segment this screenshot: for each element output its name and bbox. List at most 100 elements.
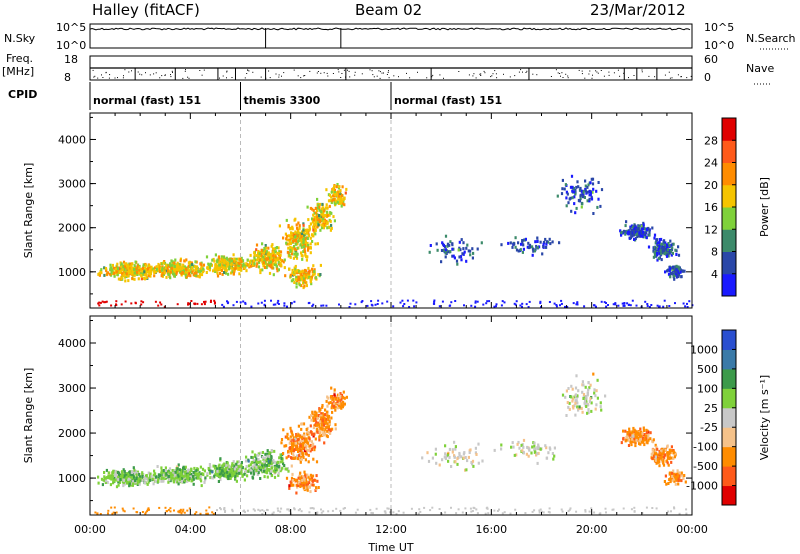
nave-point [323, 72, 325, 74]
echo-cell [295, 483, 298, 487]
echo-cell [130, 266, 133, 270]
nsearch-tick-bottom: 10^0 [704, 39, 734, 52]
nave-point [369, 69, 371, 71]
nave-point [468, 74, 470, 76]
echo-cell [434, 447, 437, 451]
echo-cell [230, 266, 233, 270]
echo-cell [278, 467, 281, 471]
ground-cell [288, 509, 291, 512]
echo-cell [218, 271, 222, 275]
nsky-tick-top: 10^5 [56, 21, 86, 34]
echo-cell [266, 475, 269, 479]
echo-cell [327, 199, 331, 203]
echo-cell [175, 268, 178, 271]
echo-cell [662, 463, 666, 467]
echo-cell [335, 185, 338, 189]
nave-point [373, 76, 375, 78]
echo-cell [274, 255, 277, 259]
echo-cell [155, 265, 158, 269]
echo-cell [166, 266, 169, 270]
echo-cell [153, 274, 156, 278]
ground-cell [160, 303, 163, 306]
ground-cell [194, 512, 197, 515]
ground-cell [212, 512, 215, 515]
echo-cell [303, 242, 306, 246]
echo-cell [217, 480, 220, 483]
nave-point [182, 77, 184, 79]
echo-cell [101, 483, 104, 487]
echo-cell [152, 482, 155, 486]
echo-cell [312, 234, 315, 238]
echo-cell [628, 427, 631, 431]
ground-cell [469, 507, 472, 510]
echo-cell [590, 195, 593, 199]
ground-cell [274, 303, 277, 306]
echo-cell [125, 474, 128, 478]
echo-cell [258, 258, 261, 262]
echo-cell [576, 401, 579, 405]
echo-cell [324, 224, 327, 228]
echo-cell [157, 476, 160, 480]
echo-cell [178, 468, 181, 472]
ground-cell [231, 510, 234, 513]
ground-cell [623, 304, 626, 307]
echo-cell [188, 471, 191, 475]
echo-cell [292, 452, 295, 456]
echo-cell [223, 261, 226, 265]
nave-point [379, 77, 381, 79]
ground-cell [277, 303, 280, 305]
echo-cell [308, 444, 311, 448]
ground-cell [392, 305, 395, 308]
echo-cell [638, 231, 641, 235]
echo-cell [341, 185, 344, 189]
nave-point [509, 76, 511, 78]
echo-cell [310, 418, 313, 422]
ground-cell [293, 508, 296, 511]
echo-cell [300, 232, 304, 236]
ground-cell [312, 507, 315, 510]
echo-cell [304, 253, 307, 257]
echo-cell [208, 463, 211, 466]
echo-cell [328, 204, 331, 208]
echo-cell [157, 262, 160, 266]
echo-cell [304, 452, 307, 456]
echo-cell [645, 440, 648, 444]
echo-cell [311, 270, 315, 273]
echo-cell [106, 481, 109, 484]
echo-cell [196, 476, 199, 480]
echo-cell [266, 449, 269, 453]
echo-cell [513, 242, 516, 246]
echo-cell [326, 415, 329, 419]
echo-cell [133, 267, 136, 271]
echo-cell [542, 240, 546, 244]
echo-cell [521, 250, 524, 254]
echo-cell [303, 482, 307, 486]
echo-cell [658, 238, 661, 241]
echo-cell [134, 260, 137, 264]
echo-cell [147, 471, 150, 475]
echo-cell [306, 237, 309, 240]
echo-cell [122, 478, 125, 482]
echo-cell [299, 444, 302, 448]
echo-cell [336, 183, 339, 186]
echo-cell [465, 468, 468, 472]
echo-cell [216, 258, 219, 262]
echo-cell [163, 271, 166, 274]
echo-cell [293, 272, 296, 276]
echo-cell [235, 464, 238, 468]
echo-cell [165, 275, 168, 279]
echo-cell [185, 258, 188, 262]
echo-cell [626, 431, 629, 434]
echo-cell [305, 480, 308, 484]
echo-cell [318, 214, 321, 217]
echo-cell [531, 253, 534, 257]
echo-cell [224, 469, 227, 473]
echo-cell [145, 474, 148, 478]
nave-point [171, 70, 173, 72]
echo-cell [516, 442, 519, 446]
echo-cell [638, 431, 641, 434]
echo-cell [545, 240, 548, 244]
echo-cell [319, 427, 322, 431]
echo-cell [199, 475, 202, 478]
echo-cell [536, 246, 539, 250]
